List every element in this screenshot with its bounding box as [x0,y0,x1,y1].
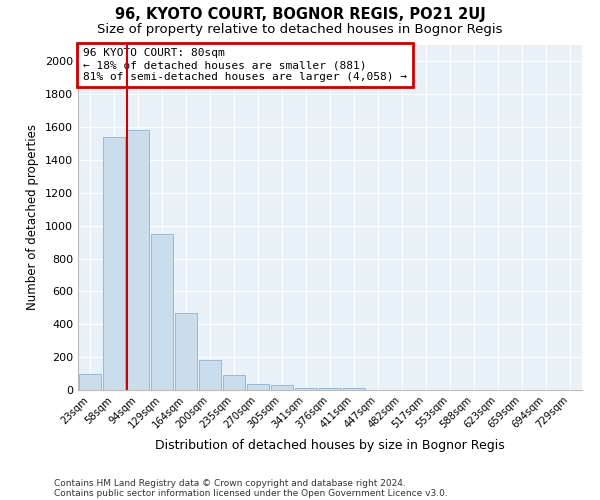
Bar [199,360,221,390]
Bar [271,386,293,390]
Bar [247,384,269,390]
Text: Size of property relative to detached houses in Bognor Regis: Size of property relative to detached ho… [97,22,503,36]
Bar [79,374,101,390]
Bar [175,313,197,390]
Bar [319,388,341,390]
Bar [223,375,245,390]
Text: Contains HM Land Registry data © Crown copyright and database right 2024.: Contains HM Land Registry data © Crown c… [54,478,406,488]
X-axis label: Distribution of detached houses by size in Bognor Regis: Distribution of detached houses by size … [155,439,505,452]
Bar [343,388,365,390]
Text: Contains public sector information licensed under the Open Government Licence v3: Contains public sector information licen… [54,488,448,498]
Bar [127,130,149,390]
Bar [295,388,317,390]
Bar [103,137,125,390]
Text: 96 KYOTO COURT: 80sqm
← 18% of detached houses are smaller (881)
81% of semi-det: 96 KYOTO COURT: 80sqm ← 18% of detached … [83,48,407,82]
Y-axis label: Number of detached properties: Number of detached properties [26,124,40,310]
Text: 96, KYOTO COURT, BOGNOR REGIS, PO21 2UJ: 96, KYOTO COURT, BOGNOR REGIS, PO21 2UJ [115,8,485,22]
Bar [151,234,173,390]
